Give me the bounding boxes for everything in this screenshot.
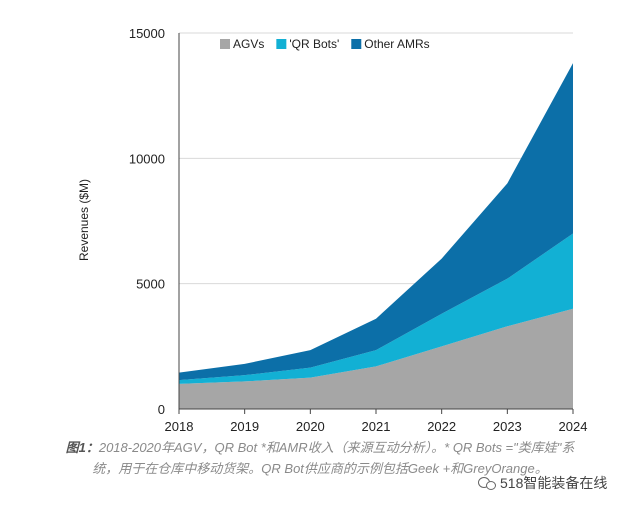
legend-label: AGVs — [233, 37, 264, 51]
y-axis-label: Revenues ($M) — [77, 179, 91, 261]
x-tick-labels: 2018 2019 2020 2021 2022 2023 2024 — [165, 419, 588, 434]
legend-label: Other AMRs — [364, 37, 429, 51]
area-agvs — [179, 308, 573, 409]
axes — [178, 33, 574, 414]
x-tick-label: 2021 — [362, 419, 391, 434]
y-tick-label: 0 — [158, 402, 165, 417]
x-tick-label: 2018 — [165, 419, 194, 434]
stacked-area-chart: 0 5000 10000 15000 2018 2019 2020 2021 2022 2023… — [77, 26, 588, 434]
x-tick-label: 2023 — [493, 419, 522, 434]
areas — [179, 63, 573, 409]
watermark-text: 518智能装备在线 — [500, 475, 608, 491]
y-tick-label: 10000 — [129, 151, 165, 166]
caption-text: 2018-2020年AGV，QR Bot *和AMR收入（来源互动分析）。* Q… — [92, 440, 575, 476]
legend-swatch — [220, 39, 230, 49]
x-tick-label: 2024 — [559, 419, 588, 434]
legend-swatch — [351, 39, 362, 49]
legend: AGVs 'QR Bots' Other AMRs — [220, 37, 430, 51]
legend-swatch — [276, 39, 287, 49]
wechat-icon — [478, 476, 496, 490]
area-qrbots — [179, 233, 573, 384]
y-tick-label: 15000 — [129, 26, 165, 41]
x-tick-label: 2020 — [296, 419, 325, 434]
watermark: 518智能装备在线 — [478, 473, 607, 493]
caption-label: 图1： — [65, 440, 99, 455]
x-tick-label: 2019 — [230, 419, 259, 434]
x-tick-label: 2022 — [427, 419, 456, 434]
y-tick-label: 5000 — [136, 277, 165, 292]
area-otheramrs — [179, 63, 573, 381]
y-tick-labels: 0 5000 10000 15000 — [129, 26, 165, 417]
figure-caption: 图1：2018-2020年AGV，QR Bot *和AMR收入（来源互动分析）。… — [60, 437, 580, 479]
legend-label: 'QR Bots' — [289, 37, 339, 51]
